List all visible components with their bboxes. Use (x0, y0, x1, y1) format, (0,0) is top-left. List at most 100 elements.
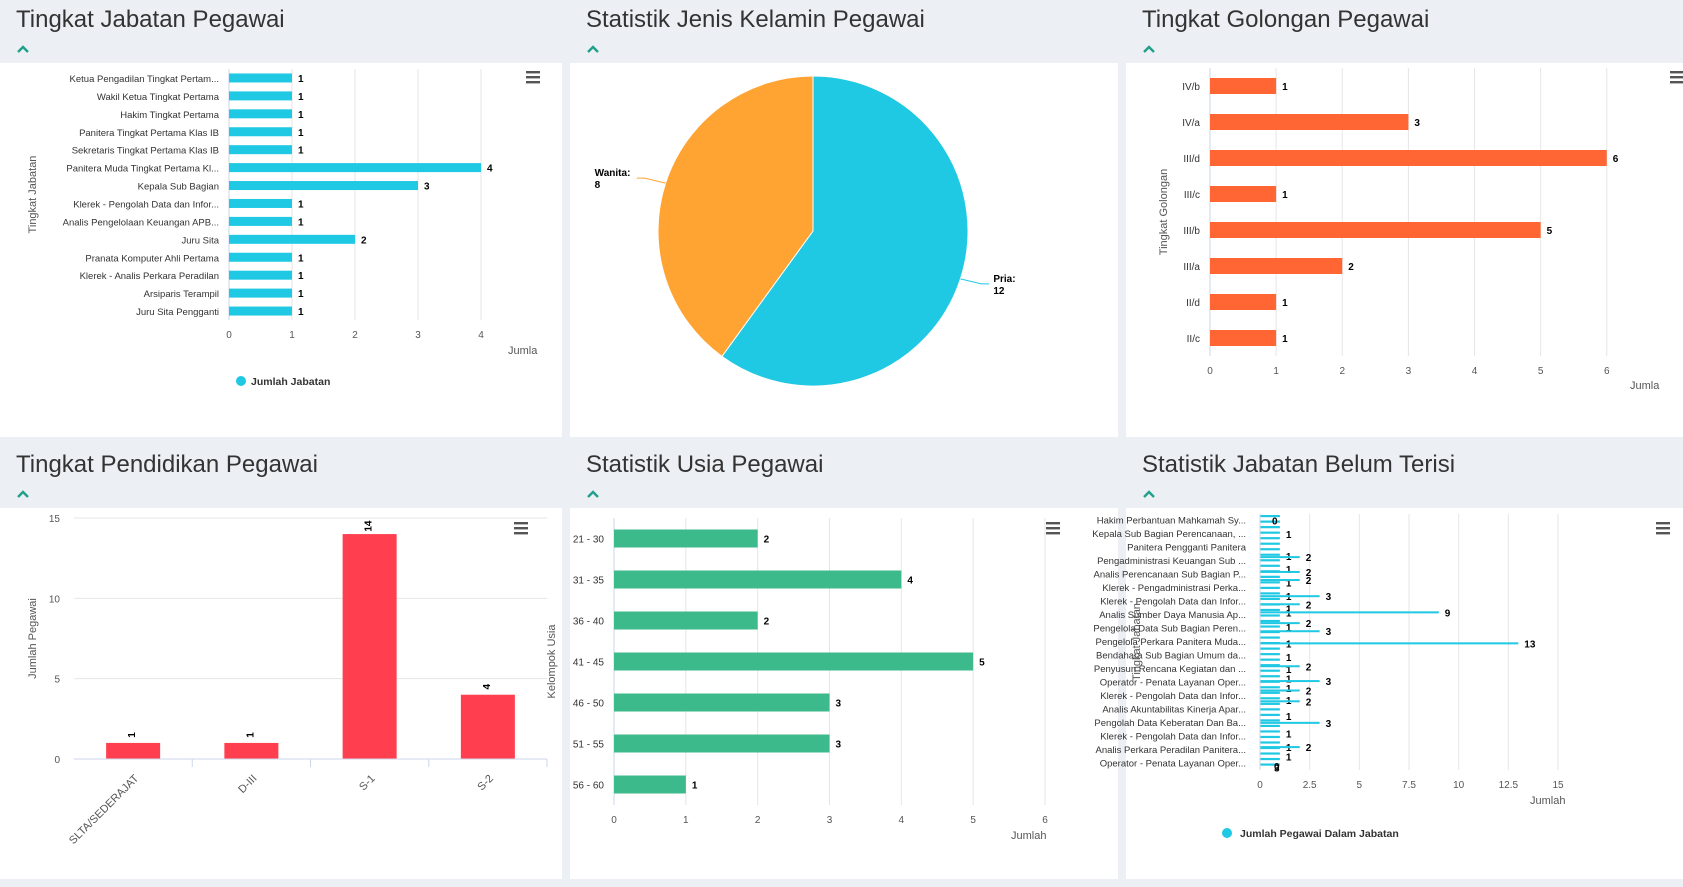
hamburger-menu-icon[interactable] (1670, 71, 1683, 84)
pie-slice (721, 75, 969, 387)
bar (1260, 700, 1300, 703)
x-tick-label: 2 (352, 330, 358, 341)
y-tick-label: Pengolah Data Keberatan Dan Ba... (1094, 718, 1246, 729)
y-tick-label: Wakil Ketua Tingkat Pertama (97, 92, 220, 103)
x-tick-label: 0 (226, 330, 232, 341)
data-label: 3 (1326, 719, 1332, 730)
x-tick-label: 7.5 (1402, 780, 1416, 791)
bar (1260, 724, 1280, 728)
y-tick-label: Panitera Muda Tingkat Pertama Kl... (66, 164, 219, 175)
data-value: 8 (595, 180, 601, 191)
x-tick-label: 0 (1207, 366, 1213, 377)
bar (1260, 608, 1280, 612)
y-tick-label: Operator - Penata Layanan Oper... (1100, 758, 1246, 769)
chevron-up-icon[interactable] (586, 489, 600, 499)
y-tick-label: Operator - Penata Layanan Oper... (1100, 677, 1246, 688)
x-tick-label: 4 (899, 815, 905, 826)
bar (1260, 575, 1280, 578)
x-tick-label: 4 (1472, 366, 1478, 377)
data-label: 2 (1306, 687, 1312, 698)
legend-marker (236, 376, 246, 386)
data-label: 2 (764, 535, 770, 546)
bar (1260, 614, 1280, 617)
data-label: 5 (979, 658, 985, 669)
hamburger-menu-icon[interactable] (526, 71, 540, 84)
bar (1260, 520, 1280, 523)
bar (1260, 636, 1280, 639)
data-label: 1 (1282, 82, 1288, 93)
data-label: 1 (1286, 639, 1292, 650)
bar (1210, 114, 1409, 130)
data-label: Wanita: (595, 168, 631, 179)
hamburger-menu-icon[interactable] (514, 522, 528, 535)
panel-title: Statistik Usia Pegawai (586, 451, 824, 478)
panel-title: Tingkat Pendidikan Pegawai (16, 451, 318, 478)
data-label: 1 (298, 110, 304, 121)
y-tick-label: II/c (1187, 334, 1200, 345)
data-label: 2 (1306, 697, 1312, 708)
connector-line (636, 177, 666, 184)
panel-header: Statistik Jabatan Belum Terisi (1126, 445, 1683, 508)
bottom-divider (0, 879, 1683, 887)
y-tick-label: III/d (1183, 154, 1200, 165)
y-tick-label: 51 - 55 (573, 740, 605, 751)
y-tick-label: Klerek - Analis Perkara Peradilan (80, 271, 219, 282)
x-axis-title: Jumla (1630, 380, 1660, 392)
data-label: 1 (1282, 190, 1288, 201)
bar (1260, 735, 1280, 739)
hamburger-menu-icon[interactable] (1656, 522, 1670, 535)
y-tick-label: Analis Akuntabilitas Kinerja Apar... (1102, 704, 1246, 715)
bar (1260, 669, 1280, 672)
bar (229, 234, 355, 244)
data-label: 2 (1306, 743, 1312, 754)
bar (229, 216, 292, 226)
data-label: 2 (1306, 553, 1312, 564)
data-label: 1 (1286, 674, 1292, 685)
y-axis-title: Tingkat Golongan (1158, 169, 1170, 255)
x-tick-label: 0 (1257, 780, 1263, 791)
chevron-up-icon[interactable] (1142, 489, 1156, 499)
data-label: 3 (1326, 592, 1332, 603)
bar (1260, 757, 1280, 761)
y-tick-label: 56 - 60 (573, 781, 605, 792)
data-label: 2 (764, 617, 770, 628)
data-label: 1 (1286, 753, 1292, 764)
bar (1260, 680, 1320, 683)
chevron-up-icon[interactable] (1142, 44, 1156, 54)
y-tick-label: Analis Sumber Daya Manusia Ap... (1099, 610, 1246, 621)
data-label: 1 (298, 128, 304, 139)
bar (1260, 564, 1280, 567)
x-tick-label: 5 (970, 815, 976, 826)
chart-usia: 0 1 2 3 4 5 6 21 - 30 2 31 - 35 4 36 - 40 2 41 - 45 5 4… (546, 518, 1060, 842)
bar (229, 73, 292, 83)
x-axis-title: Jumlah (1011, 830, 1046, 842)
data-label: 1 (1282, 334, 1288, 345)
data-label: 5 (1547, 226, 1553, 237)
chevron-up-icon[interactable] (586, 44, 600, 54)
bar (1260, 548, 1280, 551)
bar (614, 734, 830, 753)
data-label: 1 (127, 732, 138, 738)
x-axis-title: Jumla (508, 345, 538, 357)
x-tick-label: 1 (683, 815, 689, 826)
data-label: 1 (1286, 530, 1292, 541)
y-tick-label: Analis Pengelolaan Keuangan APB... (63, 217, 219, 228)
data-label: 3 (1274, 763, 1280, 774)
row-divider (0, 437, 1683, 445)
data-label: 0 (1274, 762, 1280, 773)
x-tick-label: 10 (1453, 780, 1465, 791)
chevron-up-icon[interactable] (16, 489, 30, 499)
bar (1260, 579, 1300, 582)
x-tick-label: 5 (1357, 780, 1363, 791)
chart-jabatan: 0 1 2 3 4 Ketua Pengadilan Tingkat Pertam... 1… (27, 69, 540, 388)
bar (1260, 603, 1300, 606)
hamburger-menu-icon[interactable] (1046, 522, 1060, 535)
y-tick-label: Kepala Sub Bagian (138, 182, 219, 193)
data-label: 1 (298, 253, 304, 264)
chevron-up-icon[interactable] (16, 44, 30, 54)
bar (1260, 515, 1280, 518)
data-label: 1 (298, 74, 304, 85)
x-tick-label: 5 (1538, 366, 1544, 377)
data-label: 9 (1445, 608, 1451, 619)
data-label: 3 (1326, 677, 1332, 688)
